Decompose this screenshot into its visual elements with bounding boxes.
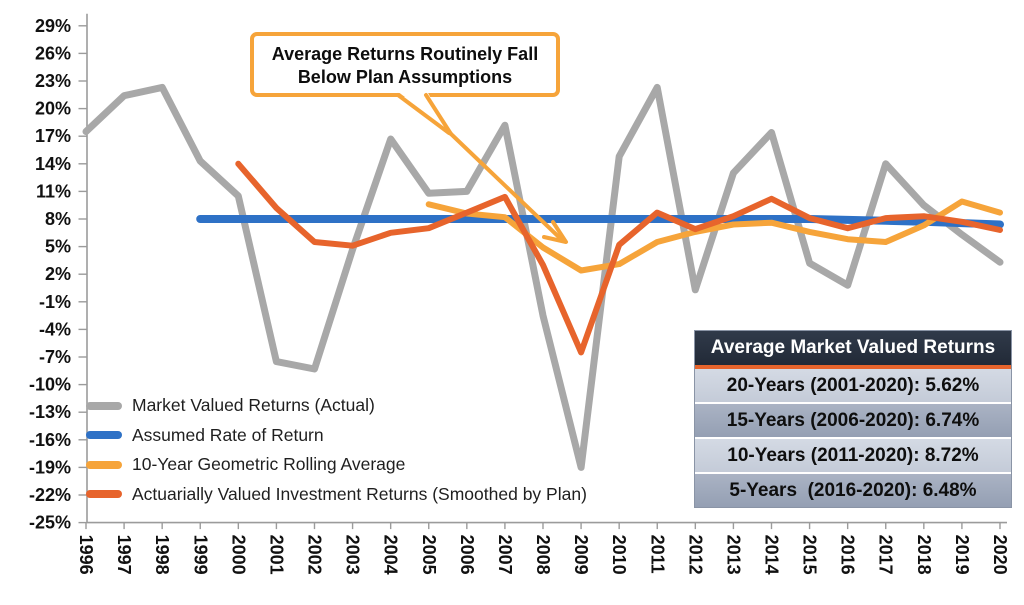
y-axis-label: -19% [29, 457, 71, 477]
series-line-actuarially-valued-investment-returns-smoothed-by-plan [235, 160, 1003, 356]
annotation-callout: Average Returns Routinely Fall Below Pla… [250, 32, 568, 244]
x-axis-label: 2016 [838, 535, 858, 575]
y-axis-label: 17% [35, 126, 71, 146]
x-axis-label: 1997 [114, 535, 134, 575]
x-axis-label: 2003 [343, 535, 363, 575]
x-axis-label: 2020 [990, 535, 1010, 575]
y-axis-label: -1% [39, 292, 71, 312]
legend-swatch-assumed-icon [86, 431, 122, 440]
y-axis-label: -13% [29, 402, 71, 422]
x-axis-label: 1999 [190, 535, 210, 575]
x-axis-label: 1996 [76, 535, 96, 575]
y-axis-label: -4% [39, 319, 71, 339]
y-axis-label: 2% [45, 264, 71, 284]
annotation-arrowhead-icon [542, 220, 568, 244]
y-axis-label: 14% [35, 154, 71, 174]
x-axis-label: 2008 [533, 535, 553, 575]
x-axis-label: 2018 [914, 535, 934, 575]
y-axis-label: -25% [29, 513, 71, 533]
legend-label-actuarial: Actuarially Valued Investment Returns (S… [132, 483, 587, 504]
summary-table: Average Market Valued Returns 20-Years (… [694, 330, 1012, 508]
annotation-text-line1: Average Returns Routinely Fall [272, 44, 538, 64]
summary-row-5-years: 5-Years (2016-2020): 6.48% [695, 472, 1011, 507]
x-axis-label: 2001 [266, 535, 286, 575]
x-axis-label: 2019 [952, 535, 972, 575]
legend-item-market: Market Valued Returns (Actual) [86, 391, 587, 421]
chart-legend: Market Valued Returns (Actual) Assumed R… [86, 391, 587, 509]
annotation-text-line2: Below Plan Assumptions [298, 67, 512, 87]
x-axis-label: 2014 [761, 535, 781, 575]
legend-swatch-actuarial-icon [86, 490, 122, 499]
y-axis-label: 20% [35, 99, 71, 119]
legend-item-actuarial: Actuarially Valued Investment Returns (S… [86, 480, 587, 510]
legend-label-rolling: 10-Year Geometric Rolling Average [132, 454, 406, 475]
annotation-tail-mask [397, 91, 447, 129]
x-axis-label: 2011 [647, 535, 667, 574]
legend-item-assumed: Assumed Rate of Return [86, 421, 587, 451]
legend-label-assumed: Assumed Rate of Return [132, 424, 324, 445]
x-axis-label: 2000 [228, 535, 248, 575]
x-axis-label: 2013 [723, 535, 743, 575]
legend-swatch-market-icon [86, 401, 122, 410]
summary-row-20-years: 20-Years (2001-2020): 5.62% [695, 369, 1011, 402]
y-axis-label: -16% [29, 430, 71, 450]
annotation-arrow-shaft [448, 131, 564, 242]
x-axis-label: 2004 [381, 535, 401, 575]
summary-row-15-years: 15-Years (2006-2020): 6.74% [695, 402, 1011, 437]
y-axis-label: 29% [35, 16, 71, 36]
x-axis-label: 2010 [609, 535, 629, 575]
x-axis-label: 2006 [457, 535, 477, 575]
y-axis-label: 8% [45, 209, 71, 229]
y-axis-label: 5% [45, 237, 71, 257]
y-axis-label: 23% [35, 71, 71, 91]
summary-table-accent-bar [695, 365, 1011, 369]
x-axis-label: 2012 [685, 535, 705, 575]
y-axis-label: 11% [36, 181, 71, 201]
series-lines [82, 83, 1004, 471]
y-axis-label: -10% [29, 375, 71, 395]
x-axis-label: 2005 [419, 535, 439, 575]
series-line-market-valued-returns-actual [82, 83, 1004, 471]
y-axis-label: 26% [35, 43, 71, 63]
x-axis-label: 2002 [304, 535, 324, 575]
x-axis-label: 2015 [800, 535, 820, 575]
x-axis-label: 2007 [495, 535, 515, 575]
x-axis-label: 2009 [571, 535, 591, 575]
annotation-tail [396, 93, 453, 136]
y-axis-label: -7% [39, 347, 71, 367]
y-axis-label: -22% [29, 485, 71, 505]
summary-row-10-years: 10-Years (2011-2020): 8.72% [695, 437, 1011, 472]
legend-item-rolling: 10-Year Geometric Rolling Average [86, 450, 587, 480]
summary-table-title: Average Market Valued Returns [695, 331, 1011, 365]
x-axis-label: 2017 [876, 535, 896, 575]
legend-label-market: Market Valued Returns (Actual) [132, 395, 375, 416]
legend-swatch-rolling-icon [86, 460, 122, 469]
axes: 29% 26% 23% 20% 17% 14% 11% 8% 5% 2% -1% -4% -7% -10%… [29, 13, 1010, 575]
x-axis-label: 1998 [152, 535, 172, 575]
